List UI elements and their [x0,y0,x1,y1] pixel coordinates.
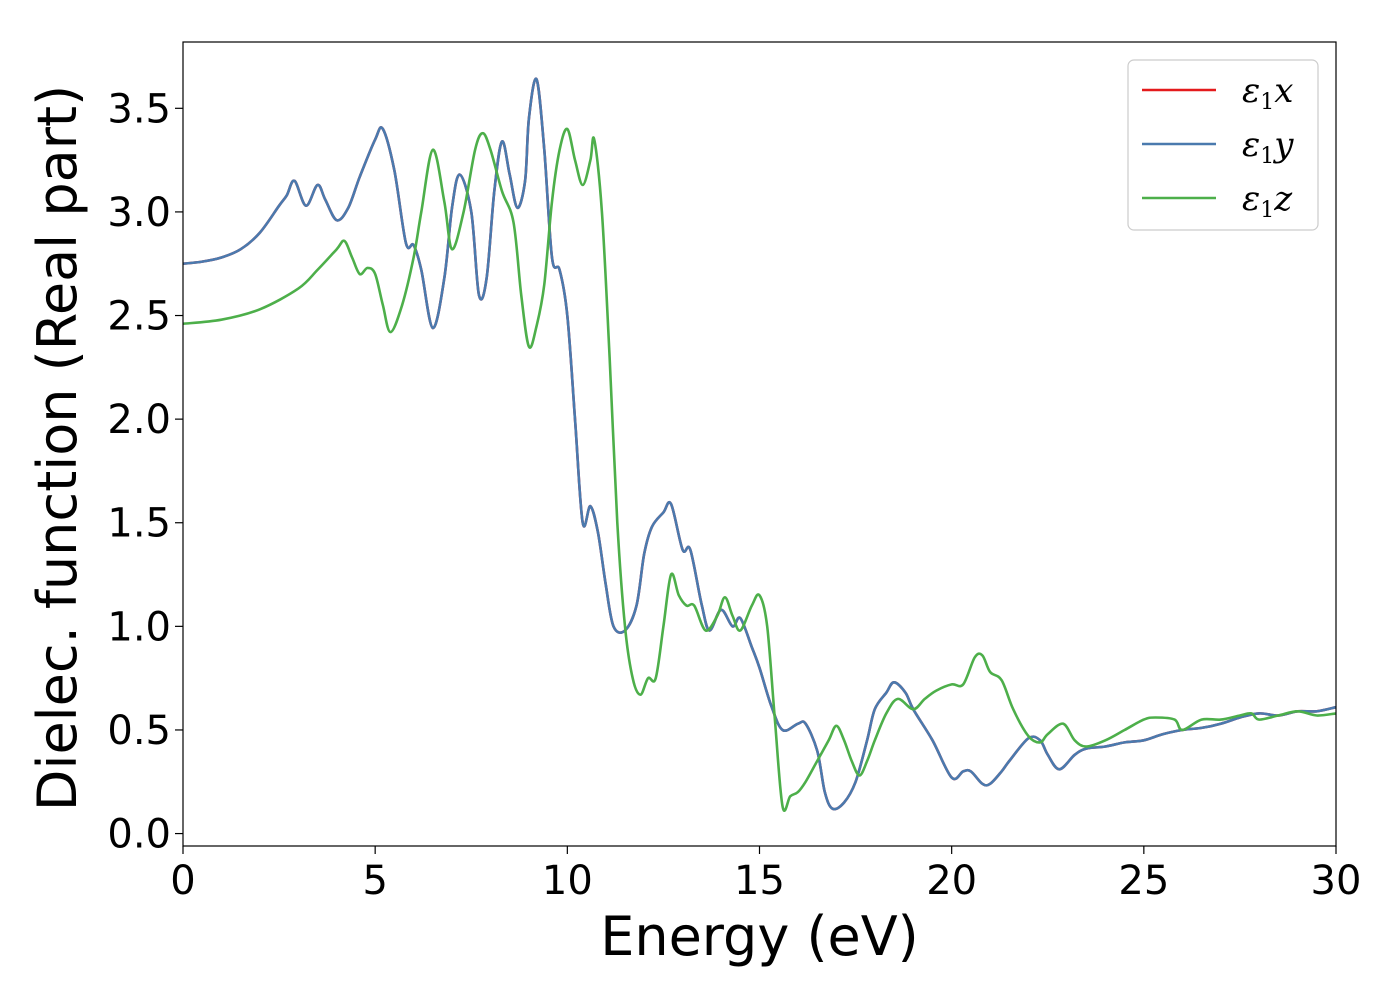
legend: ε1x ε1y ε1z [1127,59,1319,231]
y-tick-label: 2.0 [107,397,171,443]
y-axis-title: Dielec. function (Real part) [26,85,89,811]
legend-box [1127,59,1319,231]
x-tick-label: 0 [170,858,195,904]
y-tick-label: 1.5 [107,501,171,547]
x-tick-label: 5 [362,858,387,904]
series-line-2 [182,77,1337,811]
y-tick-label: 3.0 [107,190,171,236]
x-tick-label: 30 [1311,858,1362,904]
y-tick-label: 1.0 [107,604,171,650]
x-tick-label: 25 [1118,858,1169,904]
x-axis: 0 5 10 15 20 25 30 [170,846,1361,904]
series-line-3 [182,127,1337,813]
legend-label: ε1z [1242,179,1293,223]
x-tick-label: 15 [734,858,785,904]
y-tick-label: 0.5 [107,708,171,754]
y-tick-label: 0.0 [107,812,171,858]
series-layer [182,77,1337,813]
y-axis: 0.0 0.5 1.0 1.5 2.0 2.5 3.0 3.5 [107,86,183,858]
y-tick-label: 2.5 [107,294,171,340]
legend-label: ε1x [1242,71,1293,115]
x-tick-label: 20 [926,858,977,904]
y-tick-label: 3.5 [107,86,171,132]
legend-label: ε1y [1242,125,1294,169]
x-tick-label: 10 [542,858,593,904]
x-axis-title: Energy (eV) [600,905,919,968]
